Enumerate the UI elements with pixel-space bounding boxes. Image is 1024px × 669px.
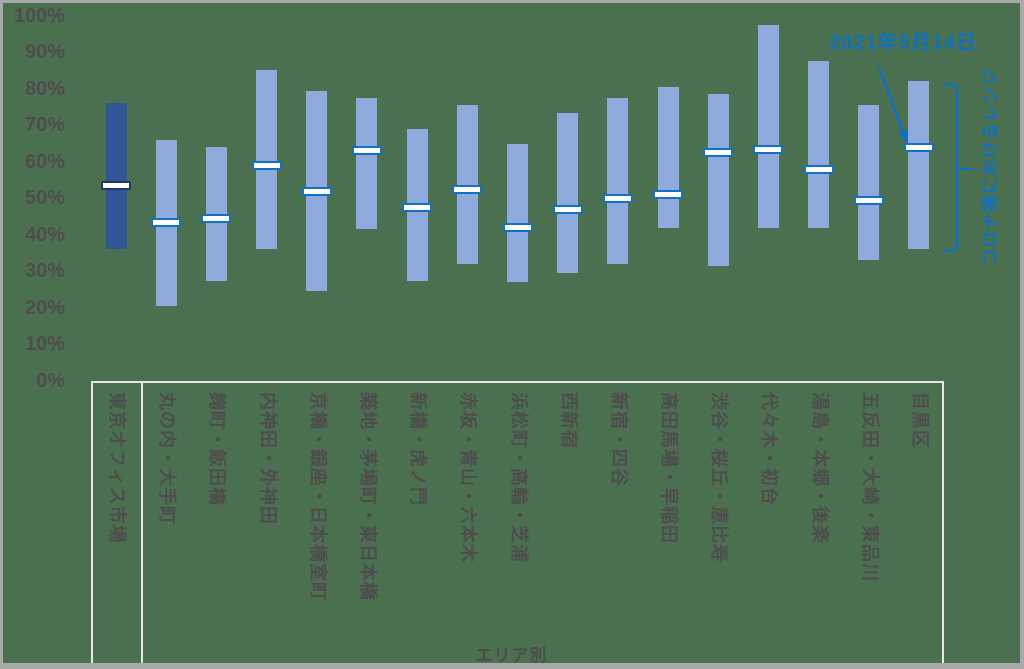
y-tick-label: 70% [24,114,65,137]
x-category-label: 浜松町・高輪・芝浦 [508,392,529,563]
x-category-label: 丸の内・大手町 [157,392,178,525]
x-axis-title: エリア別 [475,646,548,665]
range-bar-marker [151,217,182,227]
range-bar-marker [101,181,132,191]
range-bar [657,86,679,228]
x-category-label: 西新宿 [558,392,579,449]
x-category-label: 渋谷・桜丘・恵比寿 [709,392,730,563]
range-bar [808,61,830,228]
y-tick-label: 100% [13,4,65,27]
annotation-date: 2021年5月14日 [829,32,977,54]
annotation-arrow-icon [877,66,908,144]
range-bar-marker [703,148,734,158]
y-tick-label: 60% [24,150,65,173]
range-bar-marker [853,195,884,205]
y-tick-label: 20% [24,296,65,319]
range-bar-marker [653,190,684,200]
range-bar [507,143,529,283]
y-tick-label: 10% [24,333,65,356]
x-category-label: 目黒区 [909,392,930,449]
x-category-label: 湯島・本郷・後楽 [809,392,830,544]
range-bar [356,97,378,230]
range-bar [105,103,127,250]
x-category-label: 麹町・飯田橋 [207,392,228,506]
label-box-left-line [91,381,93,663]
range-bar-marker [402,202,433,212]
range-bar-marker [201,213,232,223]
y-tick-label: 30% [24,260,65,283]
range-bar [256,70,278,250]
range-bar-marker [552,204,583,214]
range-bar-marker [452,184,483,194]
range-bar-marker [502,223,533,233]
range-bar-marker [753,144,784,154]
range-bar [205,147,227,281]
x-category-label: 新橋・虎ノ門 [408,392,429,506]
x-category-label: 京橋・銀座・日本橋室町 [307,392,328,601]
x-category-label: 代々木・初台 [759,392,780,506]
y-tick-label: 0% [36,370,65,392]
range-bar-marker [602,193,633,203]
x-category-label: 五反田・大崎・東品川 [859,392,880,582]
range-bar [757,24,779,228]
x-category-label: 赤坂・青山・六本木 [458,392,479,563]
x-category-label: 高田馬場・早稲田 [659,392,680,544]
y-tick-label: 90% [24,41,65,64]
y-tick-label: 50% [24,187,65,210]
range-bar-marker [903,142,934,152]
x-category-label: 新宿・四谷 [608,392,629,487]
range-bar-marker [803,164,834,174]
label-box-divider-line [141,381,143,663]
range-bar-marker [351,146,382,156]
range-brace-icon [942,83,974,252]
range-bar-marker [251,160,282,170]
range-bar [607,97,629,265]
x-category-label: 東京オフィス市場 [107,392,128,544]
y-tick-label: 80% [24,77,65,100]
range-bar [707,94,729,266]
range-bar [456,105,478,265]
range-bar [858,105,880,261]
label-box-top-line [91,381,944,383]
x-category-label: 築地・茅場町・東日本橋 [357,392,378,601]
range-bar-marker [301,186,332,196]
label-box-right-line [942,381,944,663]
x-category-label: 内神田・外神田 [257,392,278,525]
brace-range-label: コロナ禍におけるレンジ [981,68,1000,266]
range-bar [557,112,579,274]
range-bar [908,81,930,250]
y-tick-label: 40% [24,223,65,246]
